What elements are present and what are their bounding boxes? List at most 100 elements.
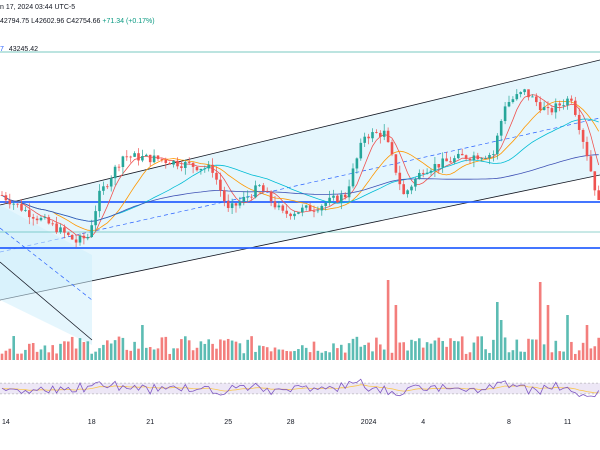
candle-body — [43, 217, 47, 218]
x-tick-label: 18 — [88, 419, 96, 426]
candle-body — [511, 99, 515, 103]
candle-body — [585, 141, 589, 157]
volume-bar — [59, 343, 62, 360]
candle-body — [332, 195, 335, 198]
volume-bar — [371, 351, 374, 360]
ohlc-readout: 42794.75 L42602.96 C42754.66 +71.34 (+0.… — [0, 18, 155, 25]
volume-bar — [414, 341, 417, 360]
candle-body — [207, 164, 210, 169]
volume-bar — [207, 339, 210, 360]
channel-mid-line — [0, 117, 600, 253]
candle-body — [593, 171, 597, 191]
candle-body — [113, 166, 117, 179]
candle-body — [262, 185, 265, 192]
candle-body — [535, 96, 538, 103]
volume-bar — [562, 351, 565, 360]
volume-bar — [211, 343, 214, 360]
volume-bar — [359, 346, 363, 360]
candle-body — [145, 154, 148, 157]
candle-body — [460, 153, 464, 156]
volume-bar — [347, 343, 351, 360]
candle-body — [195, 166, 199, 171]
candle-body — [78, 235, 82, 243]
candle-body — [515, 94, 519, 100]
candle-body — [359, 142, 363, 159]
candle-body — [425, 172, 429, 174]
candle-body — [141, 156, 144, 161]
volume-bar — [106, 340, 109, 360]
volume-bar — [109, 343, 113, 360]
volume-bar — [382, 349, 386, 360]
candle-body — [55, 223, 58, 233]
candle-body — [484, 158, 487, 159]
candle-body — [340, 194, 343, 203]
candle-body — [398, 172, 402, 185]
candle-body — [562, 105, 565, 106]
candle-body — [63, 227, 66, 233]
volume-bar — [546, 305, 550, 360]
candle-body — [90, 225, 93, 238]
candle-body — [24, 210, 27, 211]
volume-bar — [238, 343, 242, 360]
candle-body — [375, 132, 378, 133]
volume-bar — [464, 353, 468, 360]
volume-bar — [367, 342, 370, 360]
candle-body — [527, 89, 530, 98]
volume-bar — [94, 351, 97, 360]
candle-body — [215, 172, 218, 180]
volume-bar — [51, 345, 54, 360]
volume-bar — [585, 325, 589, 360]
volume-bar — [226, 338, 230, 360]
candle-body — [31, 217, 35, 219]
candle-body — [343, 194, 347, 198]
candle-body — [577, 114, 581, 130]
candle-body — [523, 89, 526, 93]
volume-bar — [219, 339, 222, 360]
candle-body — [367, 136, 370, 139]
volume-bar — [386, 280, 390, 360]
candle-body — [542, 107, 546, 111]
candle-body — [234, 203, 238, 206]
candles-layer — [0, 88, 600, 248]
volume-bar — [148, 347, 152, 360]
volume-bar — [554, 340, 558, 360]
volume-bar — [160, 337, 164, 360]
candle-body — [546, 107, 550, 109]
volume-bar — [527, 338, 530, 360]
level-tag-name: 7 — [0, 46, 4, 53]
candle-body — [414, 179, 417, 187]
ascending-channel-fill — [0, 60, 600, 300]
candle-body — [102, 186, 105, 191]
candle-body — [429, 170, 433, 173]
volume-bar — [281, 349, 285, 360]
volume-bar — [433, 340, 437, 360]
candle-body — [4, 195, 8, 201]
candle-body — [219, 179, 222, 191]
level-tag[interactable]: 7 43245.42 — [0, 46, 38, 53]
candle-body — [172, 160, 175, 165]
candle-body — [316, 210, 320, 212]
volume-bar — [215, 348, 218, 360]
candle-body — [148, 154, 152, 163]
candle-body — [589, 156, 593, 172]
x-axis: 14 18 21 25 28 2024 4 8 11 — [2, 419, 571, 426]
volume-bar — [410, 339, 413, 360]
volume-bar — [98, 348, 101, 360]
volume-bar — [301, 345, 304, 360]
candle-body — [492, 154, 495, 155]
volume-bar — [16, 353, 19, 360]
volume-bar — [390, 352, 394, 360]
volume-bar — [445, 346, 448, 360]
candle-body — [437, 163, 441, 168]
candle-body — [12, 203, 15, 205]
candle-body — [499, 121, 503, 136]
candle-body — [468, 158, 472, 161]
volume-bar — [78, 338, 82, 360]
candle-body — [184, 161, 187, 168]
volume-bar — [262, 346, 265, 360]
candle-body — [351, 168, 355, 187]
volume-bar — [437, 337, 441, 360]
candle-body — [211, 164, 214, 173]
channel-layer — [0, 59, 600, 345]
